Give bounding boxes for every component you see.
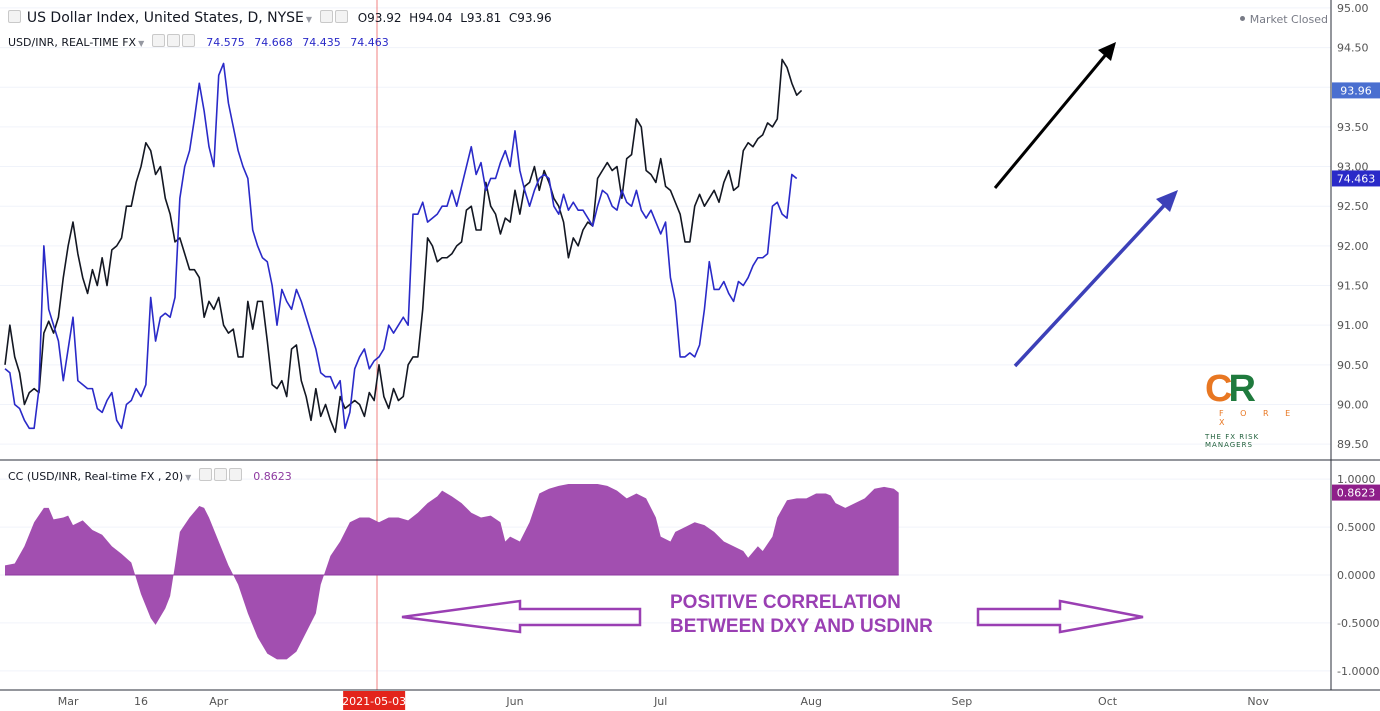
price-tick-label: 90.00 bbox=[1337, 398, 1369, 411]
logo-mark: CR bbox=[1205, 368, 1256, 410]
annotation-line-1: POSITIVE CORRELATION bbox=[670, 592, 901, 613]
usdinr-line bbox=[4, 62, 798, 430]
status-dot-icon bbox=[1239, 16, 1245, 21]
close-icon[interactable] bbox=[228, 468, 242, 481]
correlation-annotation: POSITIVE CORRELATION BETWEEN DXY AND USD… bbox=[670, 591, 933, 639]
blue-arrow-head bbox=[1156, 190, 1178, 212]
indicator-legend: CC (USD/INR, Real-time FX , 20) ▼ 0.8623 bbox=[8, 468, 292, 483]
price-gridlines bbox=[0, 7, 1331, 445]
time-tick-label: 16 bbox=[134, 695, 148, 708]
indicator-tick-label: -1.0000 bbox=[1337, 665, 1379, 678]
market-status: Market Closed bbox=[1239, 13, 1328, 26]
main-symbol[interactable]: US Dollar Index, United States, D, NYSE bbox=[26, 10, 304, 26]
settings-icon[interactable] bbox=[334, 10, 348, 23]
indicator-gridlines bbox=[0, 478, 1331, 672]
indicator-label[interactable]: CC (USD/INR, Real-time FX , 20) bbox=[8, 470, 184, 483]
logo-tagline: THE FX RISK MANAGERS bbox=[1205, 433, 1260, 449]
price-lines bbox=[4, 58, 803, 434]
time-tick-label: Jul bbox=[653, 695, 667, 708]
indicator-tick-label: 0.5000 bbox=[1337, 521, 1376, 534]
chevron-down-icon[interactable]: ▼ bbox=[305, 15, 313, 24]
price-tick-label: 93.50 bbox=[1337, 121, 1369, 134]
overlay-legend: USD/INR, REAL-TIME FX ▼ 74.575 74.668 74.… bbox=[8, 34, 389, 49]
time-tick-label: Apr bbox=[209, 695, 229, 708]
collapse-icon[interactable] bbox=[8, 10, 21, 23]
logo-forex: F O R E X bbox=[1219, 409, 1298, 427]
settings-icon[interactable] bbox=[166, 34, 180, 47]
time-tick-label: Nov bbox=[1247, 695, 1269, 708]
cc-last-value-bg bbox=[1332, 484, 1380, 501]
blue-trend-arrow bbox=[1013, 195, 1174, 368]
price-tick-label: 92.00 bbox=[1337, 240, 1369, 253]
price-tick-label: 91.00 bbox=[1337, 319, 1369, 332]
left-hollow-arrow bbox=[401, 599, 642, 634]
usdinr-last-value-bg bbox=[1332, 170, 1380, 187]
overlay-symbol[interactable]: USD/INR, REAL-TIME FX bbox=[8, 36, 137, 49]
cr-forex-logo: CR F O R E X THE FX RISK MANAGERS bbox=[1205, 368, 1305, 449]
time-tick-label: Jun bbox=[505, 695, 523, 708]
dxy-last-value: 93.96 bbox=[1340, 84, 1372, 97]
right-hollow-arrow bbox=[976, 599, 1144, 634]
price-tick-label: 91.50 bbox=[1337, 280, 1369, 293]
chevron-down-icon[interactable]: ▼ bbox=[185, 473, 192, 482]
time-axis-ticks: Mar 16 Apr 2021-05-03 Jun Jul Aug Sep Oct Nov bbox=[58, 691, 1269, 710]
ohlc-values: O93.92 H94.04 L93.81 C93.96 bbox=[357, 11, 552, 25]
time-tick-label: Sep bbox=[951, 695, 972, 708]
price-tick-label: 94.50 bbox=[1337, 42, 1369, 55]
dxy-line bbox=[4, 58, 803, 434]
correlation-fill bbox=[5, 483, 899, 660]
indicator-value: 0.8623 bbox=[253, 470, 292, 483]
chevron-down-icon[interactable]: ▼ bbox=[138, 39, 145, 48]
highlighted-date-badge bbox=[343, 691, 406, 710]
usdinr-last-value: 74.463 bbox=[1337, 172, 1376, 185]
time-tick-label: Oct bbox=[1098, 695, 1118, 708]
black-trend-arrow bbox=[993, 45, 1115, 189]
overlay-close: 74.463 bbox=[350, 36, 389, 49]
correlation-area bbox=[5, 483, 899, 660]
price-tick-label: 89.50 bbox=[1337, 438, 1369, 451]
black-arrow-head bbox=[1098, 42, 1116, 61]
price-tick-label: 93.00 bbox=[1337, 161, 1369, 174]
annotation-line-2: BETWEEN DXY AND USDINR bbox=[670, 616, 933, 637]
eye-icon[interactable] bbox=[151, 34, 165, 47]
close-icon[interactable] bbox=[181, 34, 195, 47]
indicator-tick-label: -0.5000 bbox=[1337, 617, 1379, 630]
indicator-tick-label: 0.0000 bbox=[1337, 569, 1376, 582]
eye-icon[interactable] bbox=[319, 10, 333, 23]
overlay-open: 74.575 bbox=[206, 36, 245, 49]
overlay-high: 74.668 bbox=[254, 36, 293, 49]
eye-icon[interactable] bbox=[198, 468, 212, 481]
highlighted-date-label: 2021-05-03 bbox=[342, 695, 406, 708]
last-value-badges: 93.96 74.463 0.8623 bbox=[1332, 82, 1380, 501]
indicator-axis-ticks: 1.0000 0.5000 0.0000 -0.5000 -1.0000 bbox=[1337, 473, 1379, 678]
time-tick-label: Aug bbox=[801, 695, 822, 708]
price-axis-ticks: 95.0094.5094.0093.5093.0092.5092.0091.50… bbox=[1337, 2, 1369, 451]
price-tick-label: 90.50 bbox=[1337, 359, 1369, 372]
price-tick-label: 92.50 bbox=[1337, 200, 1369, 213]
price-tick-label: 95.00 bbox=[1337, 2, 1369, 15]
dxy-last-value-bg bbox=[1332, 82, 1380, 99]
main-legend: US Dollar Index, United States, D, NYSE ▼… bbox=[8, 10, 552, 26]
cc-last-value: 0.8623 bbox=[1337, 487, 1376, 500]
time-tick-label: Mar bbox=[58, 695, 79, 708]
overlay-low: 74.435 bbox=[302, 36, 341, 49]
indicator-tick-label: 1.0000 bbox=[1337, 473, 1376, 486]
settings-icon[interactable] bbox=[213, 468, 227, 481]
